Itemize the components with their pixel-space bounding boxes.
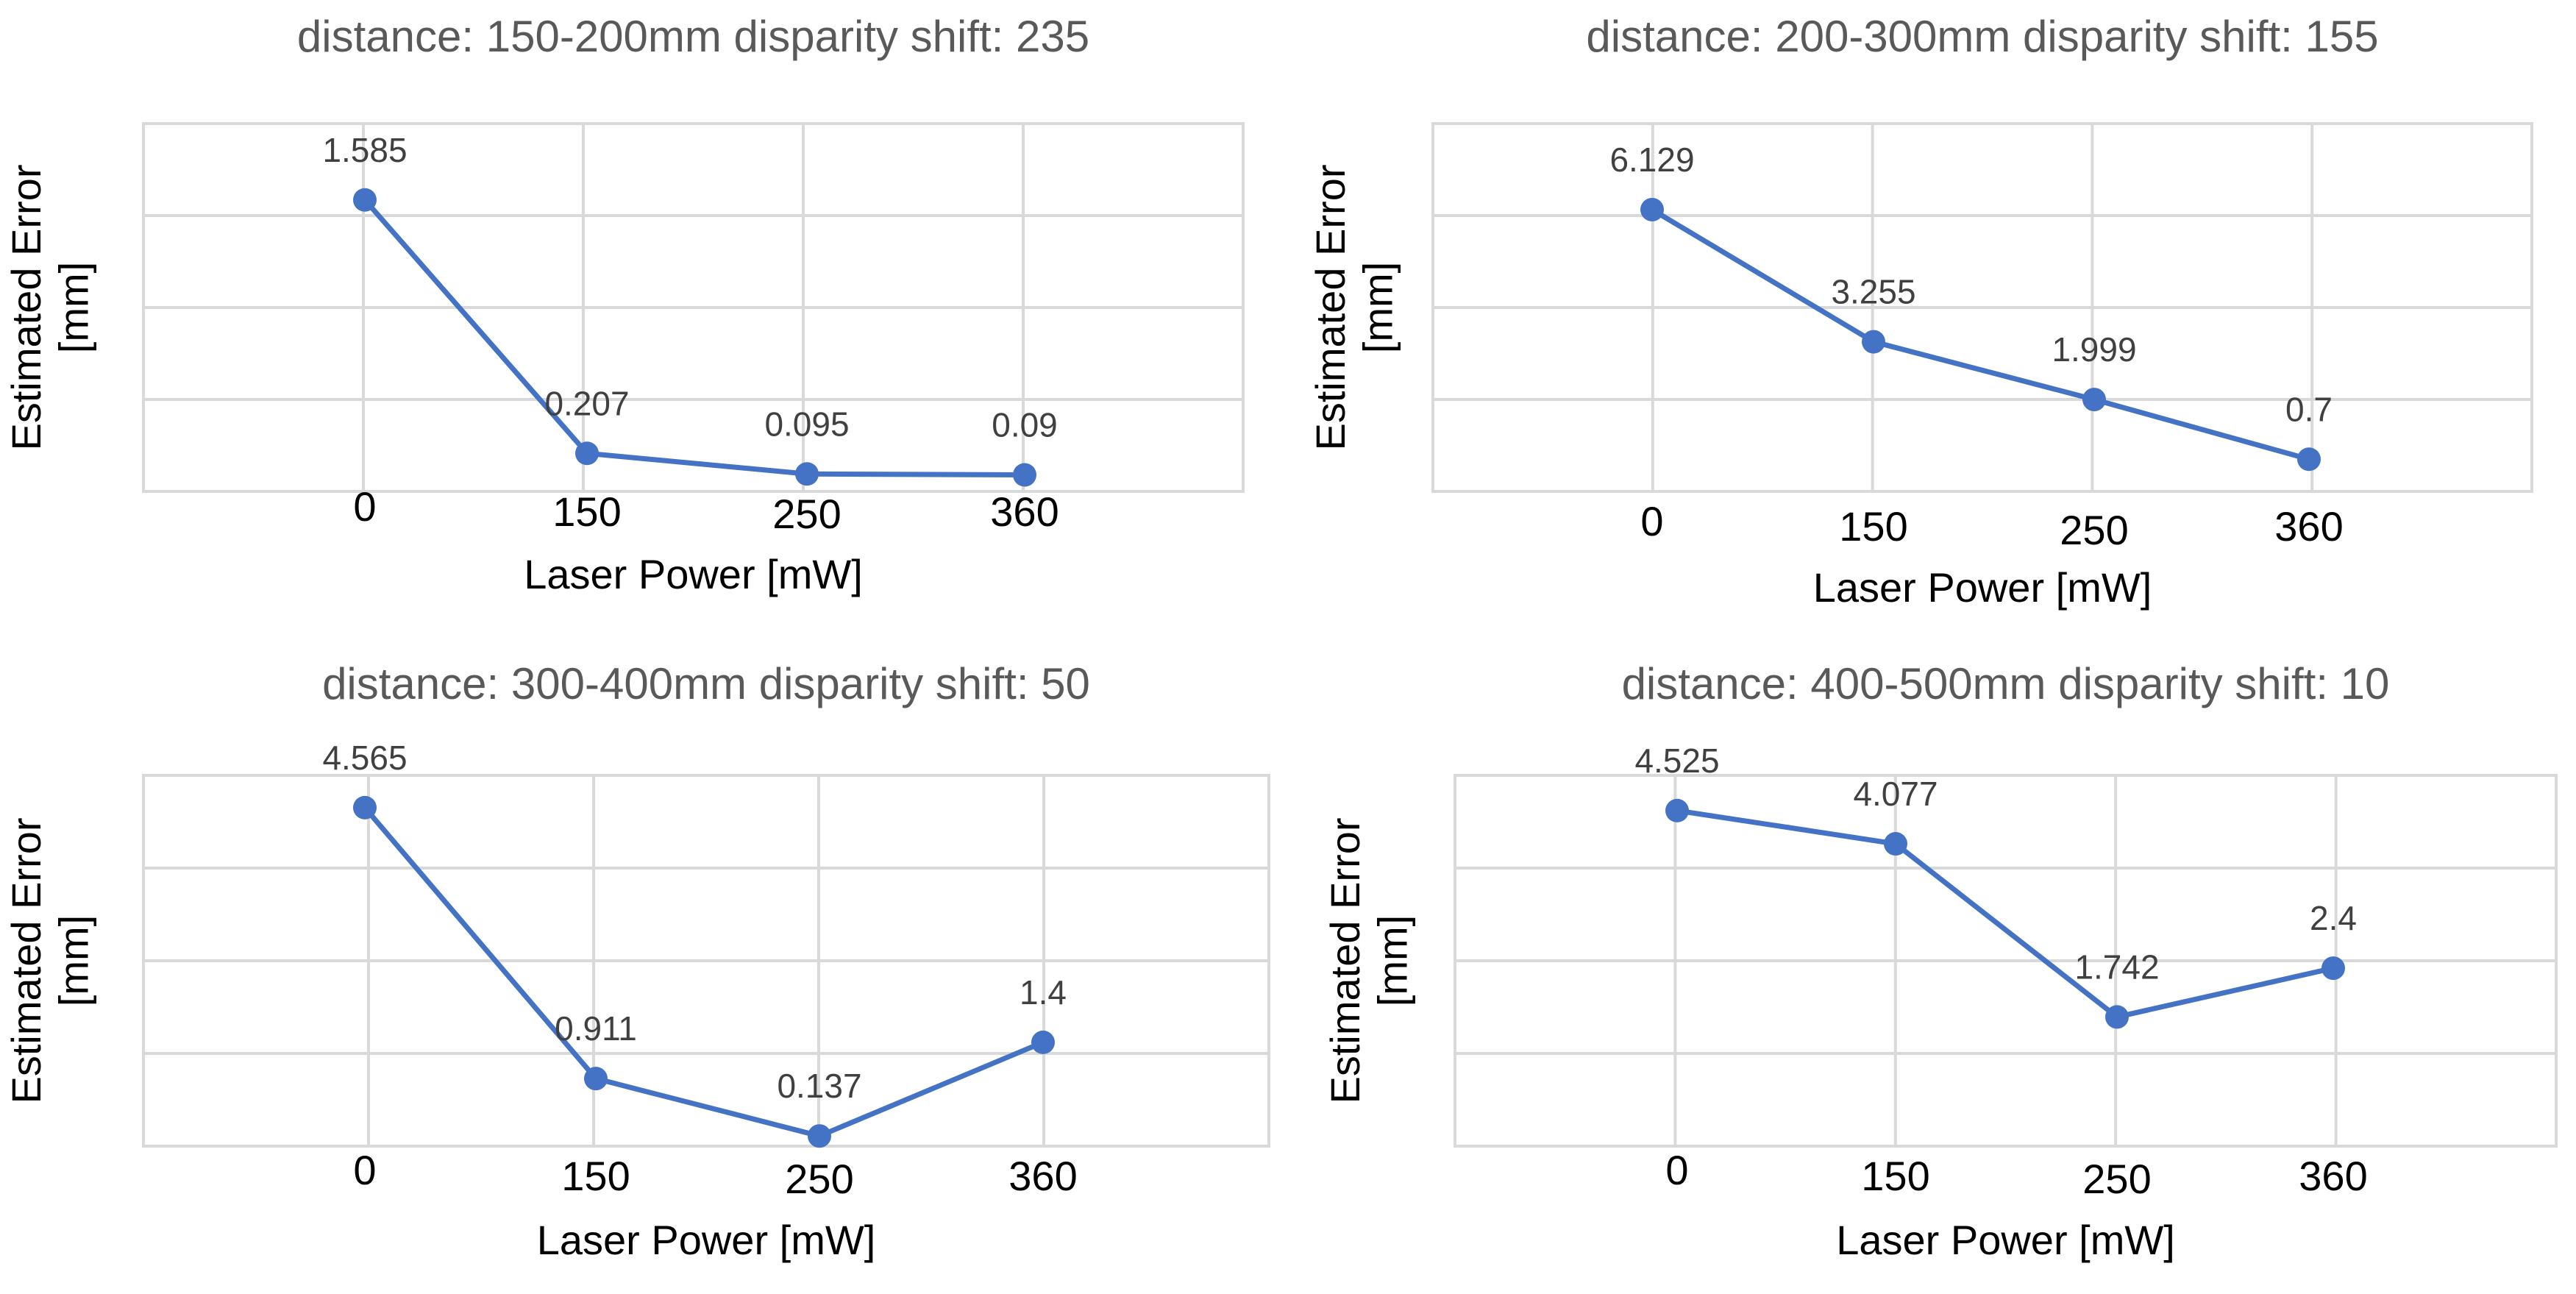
- data-point: [1665, 798, 1689, 822]
- x-tick-label: 250: [785, 1156, 853, 1202]
- data-label: 1.585: [322, 131, 407, 169]
- x-tick-label: 360: [1008, 1153, 1077, 1199]
- data-label: 4.077: [1853, 775, 1938, 813]
- series-line: [362, 197, 1028, 477]
- chart-title: distance: 400-500mm disparity shift: 10: [1622, 659, 2390, 708]
- data-point: [2082, 388, 2106, 412]
- data-point: [575, 441, 599, 466]
- y-axis-label: Estimated Error[mm]: [1322, 818, 1415, 1104]
- chart-panel-1: distance: 150-200mm disparity shift: 235…: [3, 12, 1245, 597]
- y-axis-label: Estimated Error[mm]: [3, 165, 96, 451]
- y-axis-label-line: [mm]: [1369, 915, 1415, 1006]
- data-point: [353, 188, 377, 212]
- x-axis-label: Laser Power [mW]: [524, 551, 863, 597]
- series-line: [1674, 808, 2336, 1020]
- series-line: [362, 805, 1046, 1139]
- x-tick-label: 360: [2274, 503, 2343, 550]
- x-axis-label: Laser Power [mW]: [1836, 1217, 2175, 1263]
- x-tick-label: 250: [772, 491, 841, 537]
- y-axis-label: Estimated Error[mm]: [1307, 165, 1401, 451]
- data-point: [1640, 197, 1664, 221]
- chart-title: distance: 300-400mm disparity shift: 50: [322, 659, 1090, 708]
- data-label: 0.09: [992, 406, 1058, 444]
- data-label: 3.255: [1831, 273, 1915, 311]
- data-point: [2321, 956, 2345, 981]
- x-tick-label: 150: [1839, 503, 1907, 550]
- data-label: 4.525: [1634, 742, 1719, 780]
- data-label: 4.565: [322, 739, 407, 777]
- y-axis-label-line: [mm]: [1354, 262, 1401, 353]
- data-label: 1.4: [1020, 973, 1067, 1012]
- data-label: 0.137: [777, 1067, 861, 1105]
- y-axis-label-line: Estimated Error: [1322, 818, 1368, 1104]
- data-label: 1.999: [2052, 330, 2136, 369]
- x-tick-label: 0: [1665, 1147, 1688, 1193]
- data-point: [584, 1067, 608, 1091]
- x-tick-label: 0: [353, 483, 376, 530]
- y-axis-label-line: Estimated Error: [3, 818, 49, 1104]
- data-point: [1013, 463, 1036, 487]
- data-label: 0.095: [764, 405, 849, 443]
- data-label: 2.4: [2310, 899, 2357, 937]
- data-label: 0.911: [555, 1009, 637, 1048]
- chart-panel-2: distance: 200-300mm disparity shift: 155…: [1307, 12, 2533, 611]
- x-tick-label: 150: [552, 488, 621, 535]
- x-tick-label: 0: [353, 1147, 376, 1193]
- data-label: 1.742: [2074, 948, 2159, 986]
- chart-panel-4: distance: 400-500mm disparity shift: 10 E…: [1322, 659, 2558, 1263]
- x-tick-label: 150: [561, 1153, 630, 1199]
- y-axis-label-line: Estimated Error: [1307, 165, 1353, 451]
- y-axis-label-line: [mm]: [50, 915, 96, 1006]
- chart-panel-3: distance: 300-400mm disparity shift: 50 E…: [3, 659, 1270, 1263]
- data-point: [353, 795, 377, 820]
- data-label: 6.129: [1609, 141, 1694, 179]
- x-tick-label: 250: [2082, 1156, 2151, 1202]
- series-line: [1649, 207, 2312, 462]
- x-tick-label: 360: [990, 488, 1058, 535]
- data-label: 0.207: [544, 384, 629, 422]
- data-point: [2105, 1005, 2129, 1029]
- data-point: [2297, 447, 2321, 472]
- data-point: [1031, 1030, 1055, 1054]
- y-axis-label: Estimated Error[mm]: [3, 818, 96, 1104]
- chart-title: distance: 200-300mm disparity shift: 155: [1586, 12, 2378, 61]
- data-point: [795, 462, 819, 486]
- data-point: [1862, 330, 1885, 354]
- chart-title: distance: 150-200mm disparity shift: 235: [297, 12, 1089, 61]
- data-point: [808, 1124, 831, 1148]
- y-axis-label-line: [mm]: [50, 262, 96, 353]
- data-label: 0.7: [2285, 390, 2333, 428]
- x-tick-label: 360: [2299, 1153, 2367, 1199]
- x-tick-label: 0: [1640, 498, 1663, 544]
- y-axis-label-line: Estimated Error: [3, 165, 49, 451]
- x-axis-label: Laser Power [mW]: [1813, 564, 2152, 611]
- x-tick-label: 250: [2060, 507, 2128, 553]
- data-point: [1884, 832, 1907, 856]
- x-tick-label: 150: [1861, 1153, 1929, 1199]
- x-axis-label: Laser Power [mW]: [537, 1217, 876, 1263]
